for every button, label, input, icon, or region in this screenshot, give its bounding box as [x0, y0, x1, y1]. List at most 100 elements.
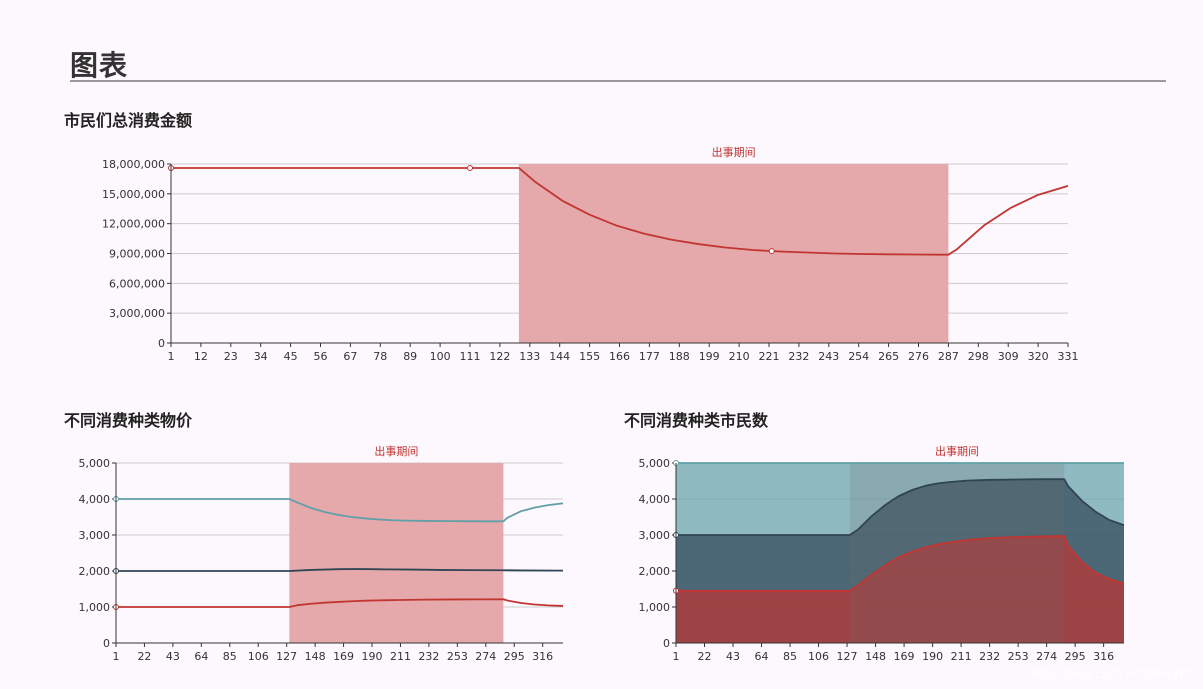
x-tick-label: 295	[1065, 650, 1086, 663]
chart-title-category-prices: 不同消费种类物价	[64, 411, 193, 430]
data-point[interactable]	[467, 164, 473, 171]
y-tick-label: 3,000	[639, 529, 671, 542]
event-period-label: 出事期间	[712, 145, 756, 159]
event-period-band	[849, 463, 1065, 643]
x-tick-label: 316	[532, 650, 553, 663]
x-tick-label: 89	[403, 350, 417, 363]
x-tick-label: 23	[224, 350, 238, 363]
x-tick-label: 166	[609, 350, 630, 363]
x-tick-label: 253	[447, 650, 468, 663]
series-line[interactable]	[116, 568, 564, 572]
x-tick-label: 210	[729, 350, 750, 363]
y-tick-label: 5,000	[639, 457, 671, 470]
x-tick-label: 22	[137, 650, 151, 663]
x-tick-label: 169	[894, 650, 915, 663]
x-tick-label: 127	[276, 650, 297, 663]
x-tick-label: 148	[305, 650, 326, 663]
x-tick-label: 295	[504, 650, 525, 663]
x-tick-label: 122	[489, 350, 510, 363]
title-divider	[70, 80, 1166, 82]
x-tick-label: 320	[1028, 350, 1049, 363]
x-tick-label: 43	[726, 650, 740, 663]
x-tick-label: 254	[848, 350, 869, 363]
x-tick-label: 211	[390, 650, 411, 663]
series-line[interactable]	[116, 498, 564, 523]
x-tick-label: 265	[878, 350, 899, 363]
event-period-label: 出事期间	[935, 444, 979, 458]
x-tick-label: 316	[1093, 650, 1114, 663]
y-tick-label: 3,000	[79, 529, 111, 542]
y-tick-label: 4,000	[79, 493, 111, 506]
x-tick-label: 232	[979, 650, 1000, 663]
x-tick-label: 144	[549, 350, 570, 363]
y-tick-label: 0	[103, 637, 110, 650]
x-tick-label: 232	[788, 350, 809, 363]
y-tick-label: 4,000	[639, 493, 671, 506]
x-tick-label: 155	[579, 350, 600, 363]
x-tick-label: 274	[1036, 650, 1057, 663]
series-line[interactable]	[676, 478, 1125, 536]
x-tick-label: 111	[460, 350, 481, 363]
x-tick-label: 56	[314, 350, 328, 363]
x-tick-label: 190	[922, 650, 943, 663]
watermark: https://blog.csdn.net/BerryBC	[1027, 666, 1197, 681]
y-tick-label: 0	[663, 637, 670, 650]
x-tick-label: 331	[1058, 350, 1079, 363]
x-tick-label: 199	[699, 350, 720, 363]
y-tick-label: 3,000,000	[109, 307, 165, 320]
x-tick-label: 64	[194, 650, 208, 663]
x-tick-label: 127	[837, 650, 858, 663]
y-tick-label: 15,000,000	[102, 188, 165, 201]
x-tick-label: 22	[698, 650, 712, 663]
series-line[interactable]	[171, 167, 1069, 256]
x-tick-label: 1	[673, 650, 680, 663]
event-period-label: 出事期间	[374, 444, 418, 458]
x-tick-label: 177	[639, 350, 660, 363]
x-tick-label: 190	[362, 650, 383, 663]
data-point[interactable]	[768, 248, 775, 255]
series-line[interactable]	[676, 535, 1125, 592]
x-tick-label: 133	[519, 350, 540, 363]
y-tick-label: 1,000	[639, 601, 671, 614]
x-tick-label: 211	[951, 650, 972, 663]
x-tick-label: 67	[343, 350, 357, 363]
x-tick-label: 148	[865, 650, 886, 663]
x-tick-label: 298	[968, 350, 989, 363]
x-tick-label: 45	[284, 350, 298, 363]
series-area	[676, 536, 1124, 643]
y-tick-label: 2,000	[639, 565, 671, 578]
x-tick-label: 12	[194, 350, 208, 363]
x-tick-label: 1	[168, 350, 175, 363]
y-tick-label: 1,000	[79, 601, 111, 614]
x-tick-label: 188	[669, 350, 690, 363]
y-tick-label: 2,000	[79, 565, 111, 578]
x-tick-label: 232	[418, 650, 439, 663]
y-tick-label: 18,000,000	[102, 158, 165, 171]
y-tick-label: 9,000,000	[109, 248, 165, 261]
x-tick-label: 1	[113, 650, 120, 663]
x-tick-label: 309	[998, 350, 1019, 363]
chart-title-total-spending: 市民们总消费金额	[64, 111, 193, 130]
x-tick-label: 106	[808, 650, 829, 663]
x-tick-label: 253	[1008, 650, 1029, 663]
page-title: 图表	[70, 49, 129, 82]
x-tick-label: 78	[373, 350, 387, 363]
x-tick-label: 85	[223, 650, 237, 663]
x-tick-label: 85	[783, 650, 797, 663]
x-tick-label: 106	[248, 650, 269, 663]
x-tick-label: 287	[938, 350, 959, 363]
x-tick-label: 274	[475, 650, 496, 663]
chart-title-category-citizens: 不同消费种类市民数	[624, 411, 769, 430]
series-line[interactable]	[116, 598, 564, 608]
x-tick-label: 43	[166, 650, 180, 663]
x-tick-label: 221	[759, 350, 780, 363]
event-period-band	[289, 463, 504, 643]
y-tick-label: 6,000,000	[109, 277, 165, 290]
x-tick-label: 34	[254, 350, 268, 363]
y-tick-label: 12,000,000	[102, 218, 165, 231]
x-tick-label: 169	[333, 650, 354, 663]
x-tick-label: 276	[908, 350, 929, 363]
